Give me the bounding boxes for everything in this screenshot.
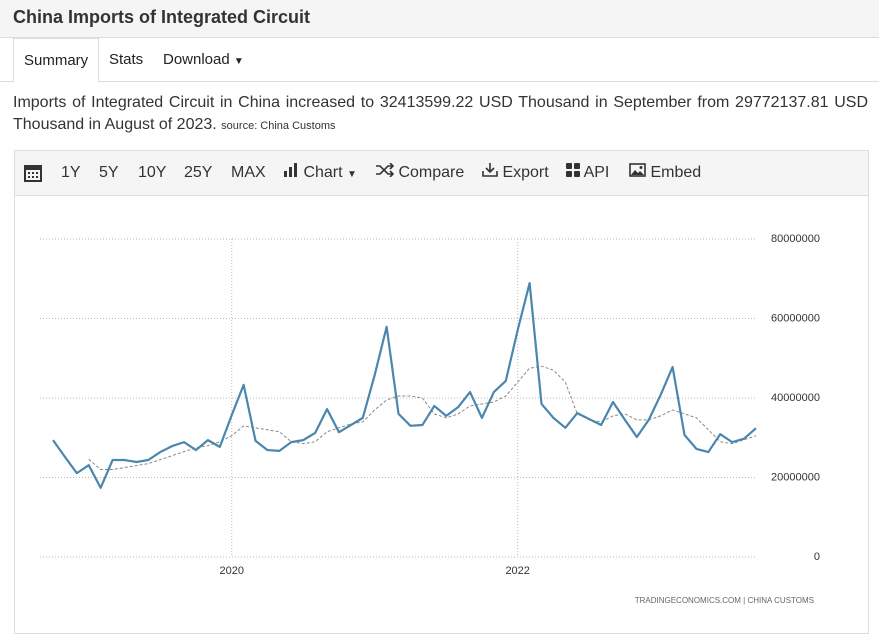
average-line: [88, 365, 757, 471]
range-button[interactable]: 10Y: [138, 164, 167, 181]
header: China Imports of Integrated Circuit: [0, 0, 879, 38]
y-tick-label: 20000000: [771, 471, 820, 483]
tabs: Summary Stats Download ▼: [0, 38, 879, 83]
chart-button[interactable]: Chart ▼: [284, 151, 357, 195]
description-text: Imports of Integrated Circuit in China i…: [13, 94, 868, 133]
tab-label: Download: [163, 51, 230, 68]
toolbar: 1Y 5Y 10Y 25Y MAX Chart ▼ Compare Export…: [14, 150, 869, 196]
download-icon: [482, 163, 498, 177]
tab[interactable]: Summary: [13, 38, 100, 83]
image-icon: [629, 163, 646, 177]
caret: ▼: [233, 56, 244, 67]
range-button[interactable]: 5Y: [99, 164, 119, 181]
bar-icon: [284, 163, 297, 177]
chart-container: [14, 195, 869, 634]
y-tick-label: 40000000: [771, 392, 820, 404]
x-tick-label: 2020: [219, 565, 243, 577]
export-button[interactable]: Export: [482, 151, 549, 195]
shuffle-icon: [376, 162, 395, 178]
button-label: Compare: [398, 164, 465, 181]
y-tick-label: 60000000: [771, 312, 820, 324]
tab[interactable]: Download ▼: [163, 38, 244, 81]
button-label: Export: [502, 164, 549, 181]
data-line: [52, 282, 757, 489]
tab[interactable]: Stats: [109, 51, 144, 68]
calendar-icon[interactable]: [24, 164, 42, 182]
api-button[interactable]: API: [566, 151, 609, 195]
page-title: China Imports of Integrated Circuit: [13, 7, 311, 27]
range-button[interactable]: 1Y: [61, 164, 81, 181]
source: source: China Customs: [221, 120, 336, 132]
embed-button[interactable]: Embed: [629, 151, 701, 195]
button-label: API: [583, 164, 610, 181]
x-tick-label: 2022: [505, 565, 529, 577]
description: Imports of Integrated Circuit in China i…: [13, 92, 868, 137]
caret: ▼: [347, 169, 357, 180]
range-button[interactable]: MAX: [231, 164, 266, 181]
button-label: Embed: [650, 164, 702, 181]
credits: TRADINGECONOMICS.COM | CHINA CUSTOMS: [635, 596, 814, 605]
compare-button[interactable]: Compare: [376, 151, 464, 195]
y-tick-label: 80000000: [771, 233, 820, 245]
grid-icon: [566, 163, 580, 177]
range-button[interactable]: 25Y: [184, 164, 213, 181]
button-label: Chart: [303, 164, 343, 181]
y-tick-label: 0: [814, 551, 820, 563]
